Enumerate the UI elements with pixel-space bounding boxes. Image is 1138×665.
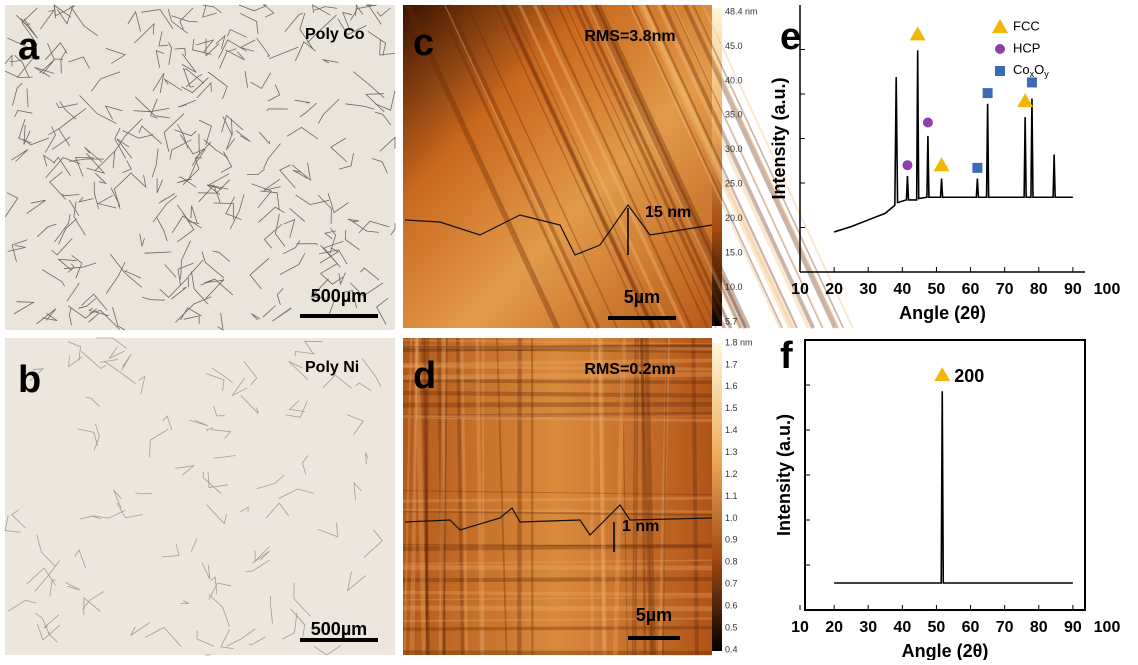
x-tick-label: 40 <box>893 619 911 636</box>
afm-streak <box>403 628 712 629</box>
x-tick-label: 80 <box>1030 619 1048 636</box>
x-tick-label: 100 <box>1094 281 1121 298</box>
colorbar-label: 0.7 <box>725 579 738 589</box>
legend-label: CoxOy <box>1013 62 1049 79</box>
marker <box>972 163 982 173</box>
scale-label: 500µm <box>311 619 367 639</box>
colorbar-label: 0.5 <box>725 622 738 632</box>
marker <box>910 26 926 40</box>
marker <box>983 88 993 98</box>
panel-letter: e <box>780 16 801 58</box>
sample-label: Poly Ni <box>305 359 359 376</box>
rms-label: RMS=3.8nm <box>584 28 675 45</box>
x-tick-label: 30 <box>859 619 877 636</box>
colorbar-label: 25.0 <box>725 179 743 189</box>
rms-label: RMS=0.2nm <box>584 361 675 378</box>
colorbar-label: 1.4 <box>725 425 738 435</box>
marker <box>995 44 1005 54</box>
x-tick-label: 60 <box>962 281 980 298</box>
colorbar-label: 0.4 <box>725 644 738 654</box>
colorbar-label: 0.9 <box>725 535 738 545</box>
colorbar-label: 45.0 <box>725 41 743 51</box>
legend-text: y <box>1044 69 1049 79</box>
colorbar-label: 0.6 <box>725 601 738 611</box>
x-tick-label: 70 <box>996 619 1014 636</box>
afm-streak <box>403 404 712 405</box>
colorbar-label: 40.0 <box>725 75 743 85</box>
x-tick-label: 90 <box>1064 619 1082 636</box>
colorbar-label: 0.8 <box>725 557 738 567</box>
colorbar-label: 1.5 <box>725 403 738 413</box>
colorbar-label: 15.0 <box>725 247 743 257</box>
scale-label: 5µm <box>624 287 660 307</box>
panel-letter: c <box>413 22 434 64</box>
colorbar-label: 35.0 <box>725 110 743 120</box>
colorbar-label: 20.0 <box>725 213 743 223</box>
panel-letter: f <box>780 335 793 377</box>
micrograph-ni <box>5 338 395 655</box>
afm-streak <box>403 592 712 594</box>
x-tick-label: 100 <box>1094 619 1121 636</box>
height-label: 15 nm <box>645 204 691 221</box>
colorbar-label: 1.7 <box>725 359 738 369</box>
colorbar-label: 1.2 <box>725 469 738 479</box>
afm-streak <box>519 338 520 655</box>
x-tick-label: 40 <box>893 281 911 298</box>
colorbar-label: 1.1 <box>725 491 738 501</box>
x-tick-label: 70 <box>996 281 1014 298</box>
colorbar-label: 1.0 <box>725 513 738 523</box>
x-tick-label: 20 <box>825 619 843 636</box>
figure: a Poly Co 500µm b Poly Ni 500µm c RMS=3.8nm 15 n… <box>0 0 1138 660</box>
x-tick-label: 50 <box>928 619 946 636</box>
colorbar-label: 30.0 <box>725 144 743 154</box>
marker <box>995 66 1005 76</box>
afm-streak <box>403 393 712 396</box>
x-tick-label: 90 <box>1064 281 1082 298</box>
colorbar <box>712 343 722 651</box>
colorbar-label: 1.3 <box>725 447 738 457</box>
colorbar-label: 1.8 nm <box>725 337 753 347</box>
x-tick-label: 60 <box>962 619 980 636</box>
colorbar-label: 10.0 <box>725 282 743 292</box>
sample-label: Poly Co <box>305 26 365 43</box>
x-tick-label: 50 <box>928 281 946 298</box>
x-axis-label: Angle (2θ) <box>899 303 986 323</box>
colorbar-label: 5.7 <box>725 316 738 326</box>
panel-letter: a <box>18 26 40 68</box>
height-label: 1 nm <box>622 518 659 535</box>
afm-streak <box>403 346 712 347</box>
legend-label: HCP <box>1013 40 1040 55</box>
afm-streak <box>403 579 712 580</box>
panel-letter: d <box>413 355 436 397</box>
marker <box>902 160 912 170</box>
xrd-line <box>834 391 1073 583</box>
afm-streak <box>403 546 712 549</box>
marker <box>934 367 950 381</box>
x-tick-label: 10 <box>791 619 809 636</box>
marker <box>992 19 1008 33</box>
marker <box>934 157 950 171</box>
x-tick-label: 80 <box>1030 281 1048 298</box>
marker <box>1017 93 1033 107</box>
legend-text: O <box>1034 62 1044 77</box>
legend-text: Co <box>1013 62 1030 77</box>
xrd-line <box>834 50 1073 232</box>
scale-label: 5µm <box>636 605 672 625</box>
x-tick-label: 20 <box>825 281 843 298</box>
afm-streak <box>403 653 712 654</box>
colorbar-label: 48.4 nm <box>725 6 758 16</box>
marker <box>923 117 933 127</box>
peak-label: 200 <box>954 366 984 386</box>
y-axis-label: Intensity (a.u.) <box>774 414 794 536</box>
x-tick-label: 10 <box>791 281 809 298</box>
y-axis-label: Intensity (a.u.) <box>769 77 789 199</box>
x-tick-label: 30 <box>859 281 877 298</box>
x-axis-label: Angle (2θ) <box>902 641 989 660</box>
legend-label: FCC <box>1013 18 1040 33</box>
panel-letter: b <box>18 359 41 401</box>
afm-streak <box>403 567 712 568</box>
scale-label: 500µm <box>311 286 367 306</box>
colorbar-label: 1.6 <box>725 381 738 391</box>
